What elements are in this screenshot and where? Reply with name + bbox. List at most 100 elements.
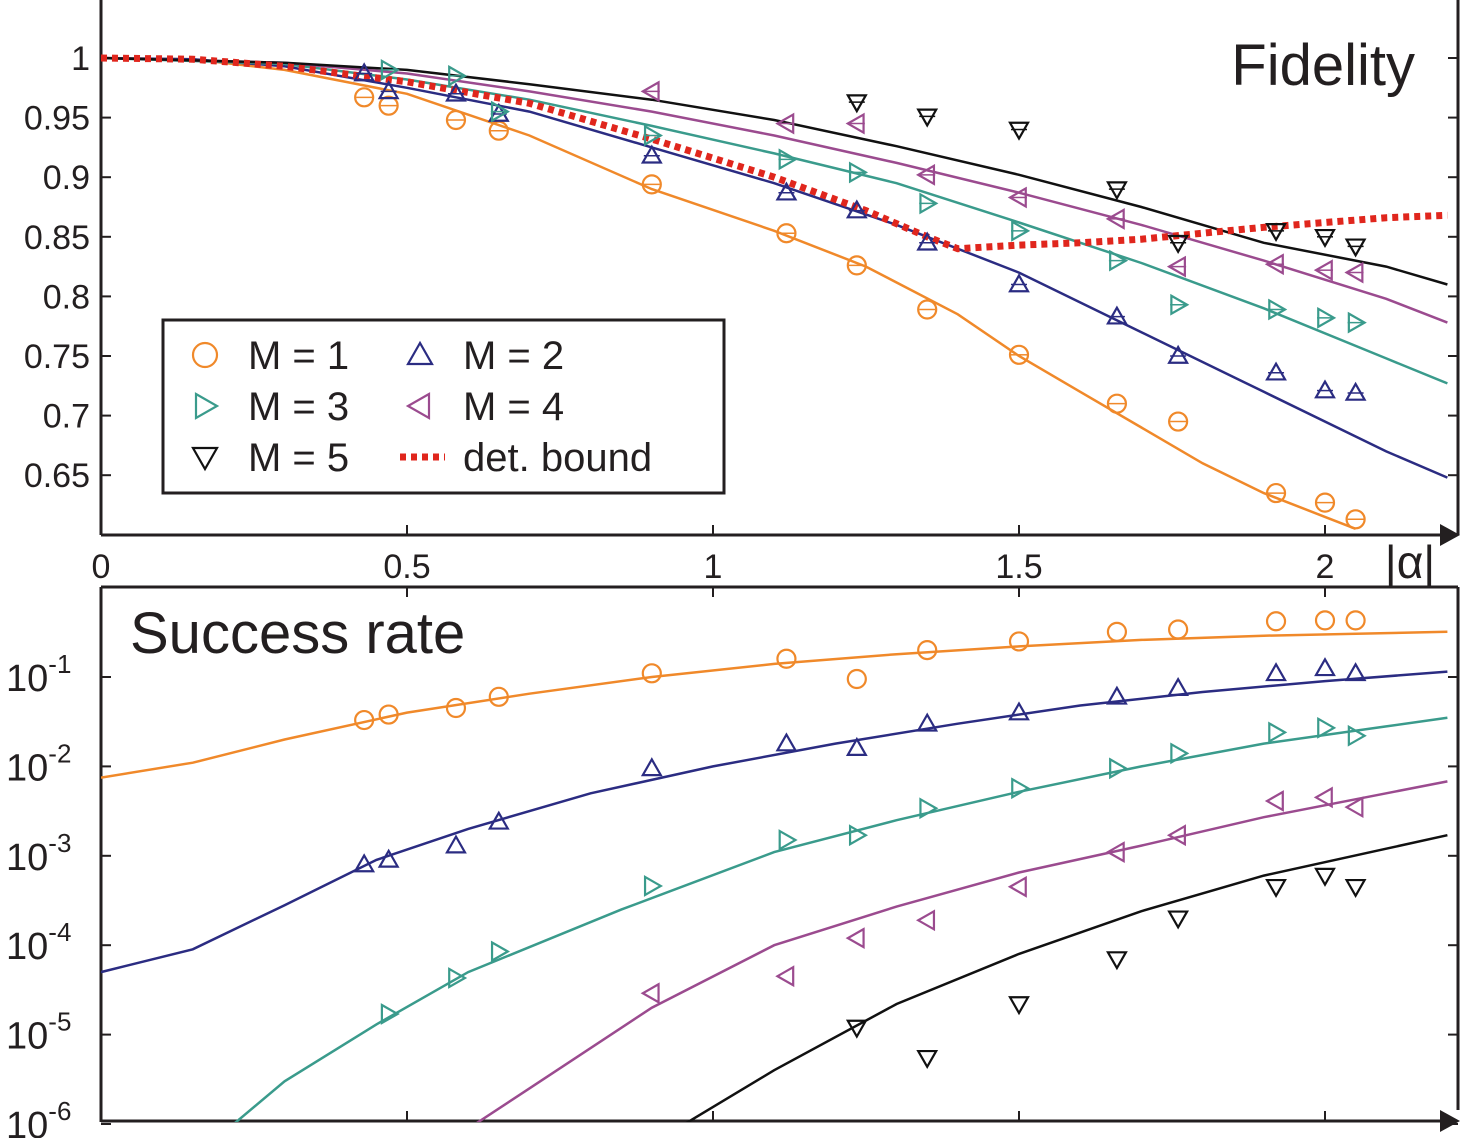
success-point-m1 [846,668,867,690]
success-point-m3 [643,875,664,897]
success-point-m2 [353,853,376,873]
x-tick-label: 0 [92,548,111,586]
success-point-m3 [1268,721,1288,744]
fidelity-point-m2 [640,144,663,164]
success-x-ticks [100,587,1326,1121]
success-curve-m2 [101,670,1448,974]
success-y-tick-label: 10-6 [6,1096,71,1138]
success-point-m2 [775,732,798,752]
success-point-m1 [1345,610,1366,631]
success-point-m2 [487,810,510,830]
fidelity-y-tick-label: 1 [71,40,90,78]
fidelity-point-m3 [490,100,511,123]
success-point-m4 [1344,796,1364,819]
fidelity-point-m2 [377,80,400,100]
fidelity-point-m3 [919,192,939,215]
x-tick-label: 1 [704,548,723,586]
success-point-m4 [775,965,795,988]
fidelity-point-m1 [776,223,797,244]
success-point-m1 [1265,611,1287,632]
fidelity-point-m1 [354,87,375,108]
fidelity-x-axis-arrow [1440,524,1460,546]
fidelity-point-m3 [1268,298,1288,321]
fidelity-point-m3 [1317,306,1337,329]
fidelity-y-tick-label: 0.95 [24,100,90,138]
success-point-m2 [1106,685,1128,705]
fidelity-y-tick-label: 0.85 [24,219,90,257]
success-point-m2 [1167,676,1190,697]
success-point-m2 [916,712,939,732]
success-point-m3 [919,797,939,820]
fidelity-y-tick-label: 0.65 [24,457,90,495]
fidelity-title: Fidelity [1231,33,1415,98]
fidelity-point-m5 [1314,228,1336,249]
success-point-m1 [1168,619,1189,640]
success-point-m4 [915,909,936,932]
success-point-m1 [1008,631,1030,652]
success-points [353,610,1367,1070]
fidelity-point-m2 [916,231,939,251]
success-point-m1 [1314,610,1336,631]
fidelity-point-m5 [1167,234,1190,254]
fidelity-point-m2 [775,181,798,201]
success-point-m3 [778,829,798,851]
fidelity-point-m1 [445,109,467,131]
x-tick-label: 1.5 [995,548,1042,586]
success-point-m2 [377,848,400,868]
success-point-m1 [378,704,399,725]
success-point-m5 [1167,910,1190,930]
fidelity-y-ticks: 1 0.95 0.9 0.85 0.8 0.75 0.7 0.65 [24,40,1458,495]
fidelity-point-m2 [1106,305,1128,325]
success-rate-panel: 10-1 10-2 10-3 10-4 10-5 10-6 Success rate [6,585,1460,1138]
legend-swatch-m3 [194,392,220,420]
legend-swatch-m5 [191,446,219,472]
fidelity-point-m3 [380,59,400,81]
fidelity-point-m4 [1264,253,1284,276]
legend-label: M = 2 [463,334,564,378]
success-y-tick-label: 10-1 [6,649,71,700]
success-y-tick-label: 10-4 [6,917,71,968]
success-point-m3 [448,967,468,989]
fidelity-y-tick-label: 0.75 [24,338,90,376]
success-y-tick-label: 10-3 [6,828,71,879]
x-tick-label: 0.5 [383,548,430,586]
fidelity-x-ticks: 0 0.5 1 1.5 2 [92,525,1335,586]
fidelity-point-m5 [1265,222,1287,243]
success-point-m1 [488,686,509,707]
fidelity-point-m4 [1105,208,1125,230]
fidelity-point-m3 [848,161,869,184]
success-point-m1 [445,697,467,719]
fidelity-point-m3 [1347,311,1367,334]
det-bound-curve [101,54,1448,253]
legend-swatch-m2 [406,340,434,366]
fidelity-curve-m2 [101,56,1448,479]
legend-label: det. bound [463,436,652,480]
success-curve-m3 [234,716,1448,1122]
fidelity-point-m1 [378,95,399,116]
fidelity-point-m3 [1011,219,1031,242]
success-point-m2 [1008,701,1030,721]
fidelity-point-m5 [845,94,868,114]
fidelity-point-m1 [1106,393,1128,414]
fidelity-point-m3 [1170,293,1190,316]
success-x-axis-arrow [1440,1110,1460,1132]
fidelity-point-m4 [1166,255,1186,278]
success-point-m5 [1008,996,1030,1016]
fidelity-point-m1 [1008,344,1030,365]
success-curves [101,630,1448,1122]
fidelity-point-m4 [1007,186,1027,209]
fidelity-point-m5 [1008,121,1030,141]
success-point-m3 [1317,716,1337,739]
success-point-m2 [445,834,467,854]
success-point-m3 [848,824,869,847]
success-point-m2 [640,757,663,777]
success-point-m1 [917,639,938,661]
success-point-m1 [641,663,662,684]
fidelity-point-m2 [1344,381,1367,401]
fidelity-point-m5 [1106,181,1128,201]
fidelity-curves [101,54,1448,530]
x-tick-label: 2 [1316,548,1335,586]
success-point-m2 [845,736,868,757]
fidelity-point-m2 [487,102,510,122]
success-point-m4 [1264,790,1284,812]
